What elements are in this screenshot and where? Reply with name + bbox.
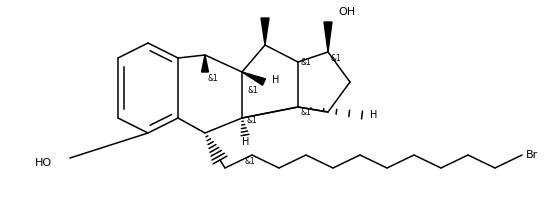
Text: &1: &1	[300, 108, 311, 116]
Text: HO: HO	[35, 158, 52, 168]
Polygon shape	[242, 72, 266, 85]
Text: &1: &1	[246, 115, 257, 125]
Text: OH: OH	[338, 7, 355, 17]
Text: H: H	[242, 137, 250, 147]
Polygon shape	[324, 22, 332, 52]
Text: H: H	[272, 75, 279, 85]
Text: Br: Br	[526, 150, 538, 160]
Text: H: H	[370, 110, 377, 120]
Text: &1: &1	[207, 73, 218, 83]
Polygon shape	[201, 55, 209, 72]
Text: &1: &1	[300, 57, 311, 67]
Text: &1: &1	[330, 53, 341, 63]
Text: &1: &1	[247, 86, 257, 94]
Text: &1: &1	[244, 157, 255, 167]
Polygon shape	[261, 18, 269, 45]
